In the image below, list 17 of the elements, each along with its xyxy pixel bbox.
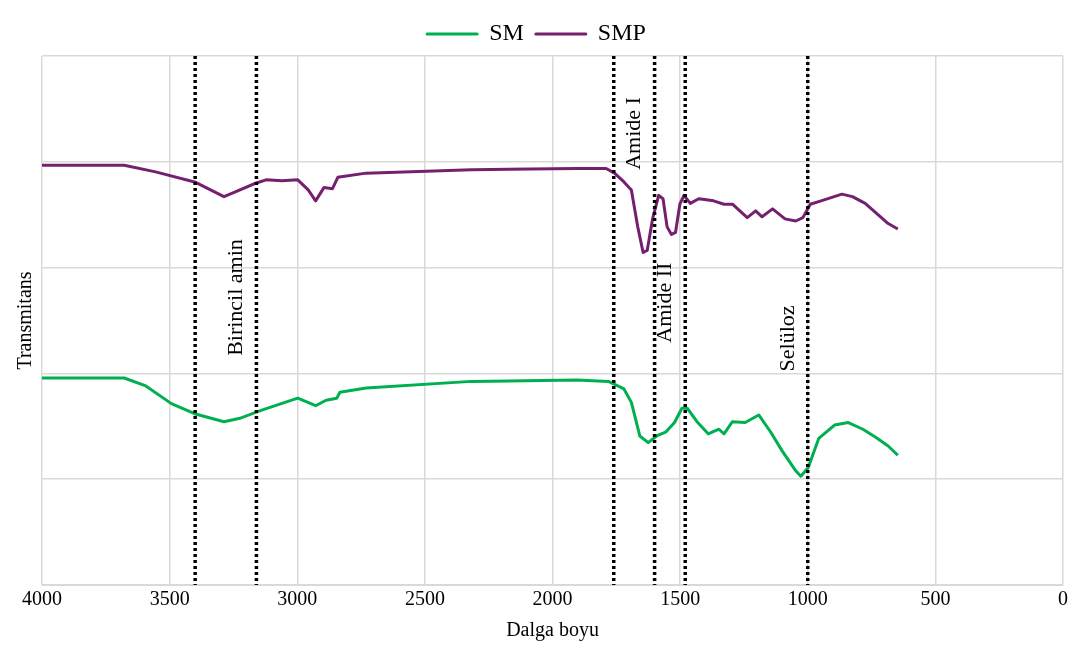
ref-line-label: Amide I [620, 97, 646, 170]
legend-label: SMP [597, 19, 646, 46]
y-axis-title: Transmitans [13, 271, 36, 370]
ref-line-label: Selüloz [773, 305, 799, 372]
x-tick-label: 2500 [404, 587, 445, 610]
x-tick-label: 1500 [660, 587, 701, 610]
ref-line-label: Birincil amin [222, 239, 248, 356]
x-tick-label: 4000 [22, 587, 62, 610]
x-tick-label: 1000 [787, 587, 828, 610]
x-tick-label: 2000 [532, 587, 573, 610]
x-tick-label: 0 [1058, 587, 1068, 610]
x-axis-title: Dalga boyu [506, 618, 599, 642]
legend-label: SM [489, 19, 524, 46]
ref-line-label: Amide II [651, 262, 677, 343]
x-tick-label: 500 [920, 587, 951, 610]
x-tick-label: 3500 [149, 587, 190, 610]
x-tick-label: 3000 [277, 587, 318, 610]
